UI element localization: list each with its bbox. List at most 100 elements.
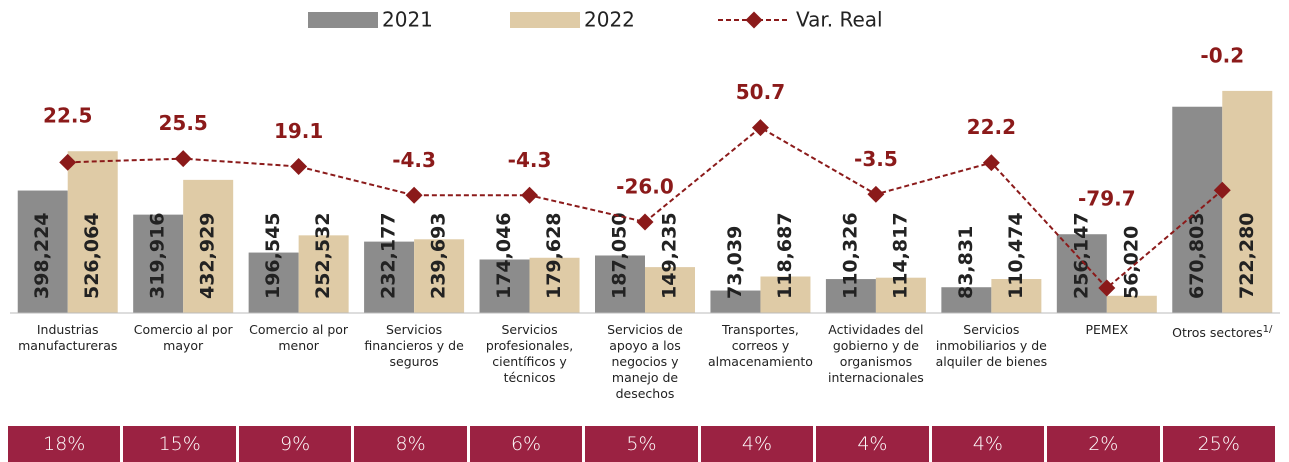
share-cell: 2% [1047, 426, 1160, 462]
bar [941, 287, 992, 313]
line-value-label: -26.0 [616, 174, 674, 198]
x-tick-label: PEMEX [1051, 322, 1163, 338]
x-tick-label: Servicios profesionales, científicos y t… [474, 322, 586, 386]
line-value-label: -3.5 [854, 147, 898, 171]
line-marker [174, 150, 192, 168]
bar [595, 255, 645, 313]
line-marker [867, 185, 885, 203]
bar [991, 279, 1042, 313]
bar-value-label: 174,046 [493, 212, 515, 299]
category-text: Industrias manufactureras [18, 322, 118, 353]
category-text: Servicios financieros y de seguros [364, 322, 464, 369]
bar-value-label: 670,803 [1186, 212, 1208, 299]
share-cell: 8% [354, 426, 467, 462]
line-marker [751, 119, 769, 137]
category-text: Comercio al por menor [249, 322, 349, 353]
line-value-label: 22.2 [967, 115, 1016, 139]
x-tick-label: Comercio al por mayor [127, 322, 239, 354]
bar [414, 239, 465, 313]
bar [875, 277, 926, 313]
x-tick-label: Servicios de apoyo a los negocios y mane… [589, 322, 701, 402]
line-marker [521, 186, 539, 204]
bar [1056, 234, 1107, 313]
legend-swatch [510, 12, 580, 28]
line-value-label: 50.7 [736, 80, 785, 104]
x-tick-label: Industrias manufactureras [12, 322, 124, 354]
bar-value-label: 83,831 [955, 226, 977, 299]
bar [248, 252, 299, 313]
bar [364, 241, 415, 313]
share-cell: 4% [816, 426, 929, 462]
line-value-label: 19.1 [274, 119, 323, 143]
bar-value-label: 232,177 [378, 212, 400, 299]
legend-label: 2022 [584, 8, 635, 32]
line-marker [982, 154, 1000, 172]
category-text: Comercio al por mayor [133, 322, 233, 353]
x-tick-label: Comercio al por menor [243, 322, 355, 354]
share-cell: 6% [469, 426, 583, 462]
bar-value-label: 319,916 [147, 212, 169, 299]
bar-value-label: 56,020 [1120, 226, 1142, 299]
bar-value-label: 114,817 [889, 212, 911, 299]
x-tick-label: Otros sectores1/ [1166, 322, 1278, 341]
share-cell: 5% [585, 426, 698, 462]
share-cell: 4% [700, 426, 814, 462]
category-text: Servicios de apoyo a los negocios y mane… [607, 322, 683, 401]
bar-value-label: 110,474 [1005, 212, 1027, 299]
x-tick-label: Actividades del gobierno y de organismos… [820, 322, 932, 386]
x-tick-label: Transportes, correos y almacenamiento [704, 322, 816, 370]
line-value-label: -79.7 [1078, 187, 1136, 211]
bar-value-label: 256,147 [1070, 212, 1092, 299]
bar [298, 235, 349, 313]
legend-marker [745, 11, 763, 29]
bar [133, 214, 184, 313]
footnote-marker: 1/ [1262, 324, 1273, 335]
bar-value-label: 432,929 [197, 212, 219, 299]
legend-label: 2021 [382, 8, 433, 32]
bar [67, 151, 118, 313]
legend-swatch [308, 12, 378, 28]
bar-value-label: 722,280 [1236, 212, 1258, 299]
category-text: Servicios inmobiliarios y de alquiler de… [935, 322, 1048, 369]
category-text: Servicios profesionales, científicos y t… [485, 322, 574, 385]
bar-value-label: 118,687 [774, 212, 796, 299]
bar-value-label: 179,628 [543, 212, 565, 299]
category-text: Otros sectores [1172, 325, 1263, 341]
line-value-label: 25.5 [159, 111, 208, 135]
bar-value-label: 398,224 [31, 212, 53, 299]
category-text: PEMEX [1085, 322, 1129, 337]
share-cell: 9% [238, 426, 352, 462]
bar [17, 190, 68, 313]
bar-value-label: 73,039 [724, 226, 746, 299]
line-value-label: -0.2 [1200, 43, 1244, 67]
bar [1106, 295, 1157, 313]
bar [645, 267, 695, 313]
line-value-label: -4.3 [508, 148, 552, 172]
x-tick-label: Servicios inmobiliarios y de alquiler de… [935, 322, 1048, 370]
category-text: Transportes, correos y almacenamiento [707, 322, 813, 369]
bar-value-label: 239,693 [428, 212, 450, 299]
bar-value-label: 526,064 [81, 212, 103, 299]
bar [529, 257, 580, 313]
line-value-label: -4.3 [392, 148, 436, 172]
bar [760, 276, 811, 313]
category-text: Actividades del gobierno y de organismos… [828, 322, 924, 385]
share-cell: 18% [8, 426, 121, 462]
line-value-label: 22.5 [43, 104, 92, 128]
bar-value-label: 110,326 [839, 212, 861, 299]
share-cell: 15% [123, 426, 236, 462]
bar [710, 290, 761, 313]
bar-value-label: 187,050 [609, 212, 631, 299]
line-marker [636, 213, 654, 231]
bar [825, 279, 876, 313]
x-tick-label: Servicios financieros y de seguros [358, 322, 470, 370]
bar-value-label: 149,235 [659, 212, 681, 299]
line-marker [290, 158, 308, 175]
share-cell: 4% [931, 426, 1045, 462]
bar-value-label: 196,545 [262, 212, 284, 299]
line-marker [405, 186, 423, 204]
legend-label: Var. Real [796, 8, 883, 32]
bar [1172, 106, 1223, 313]
bar [183, 179, 234, 313]
